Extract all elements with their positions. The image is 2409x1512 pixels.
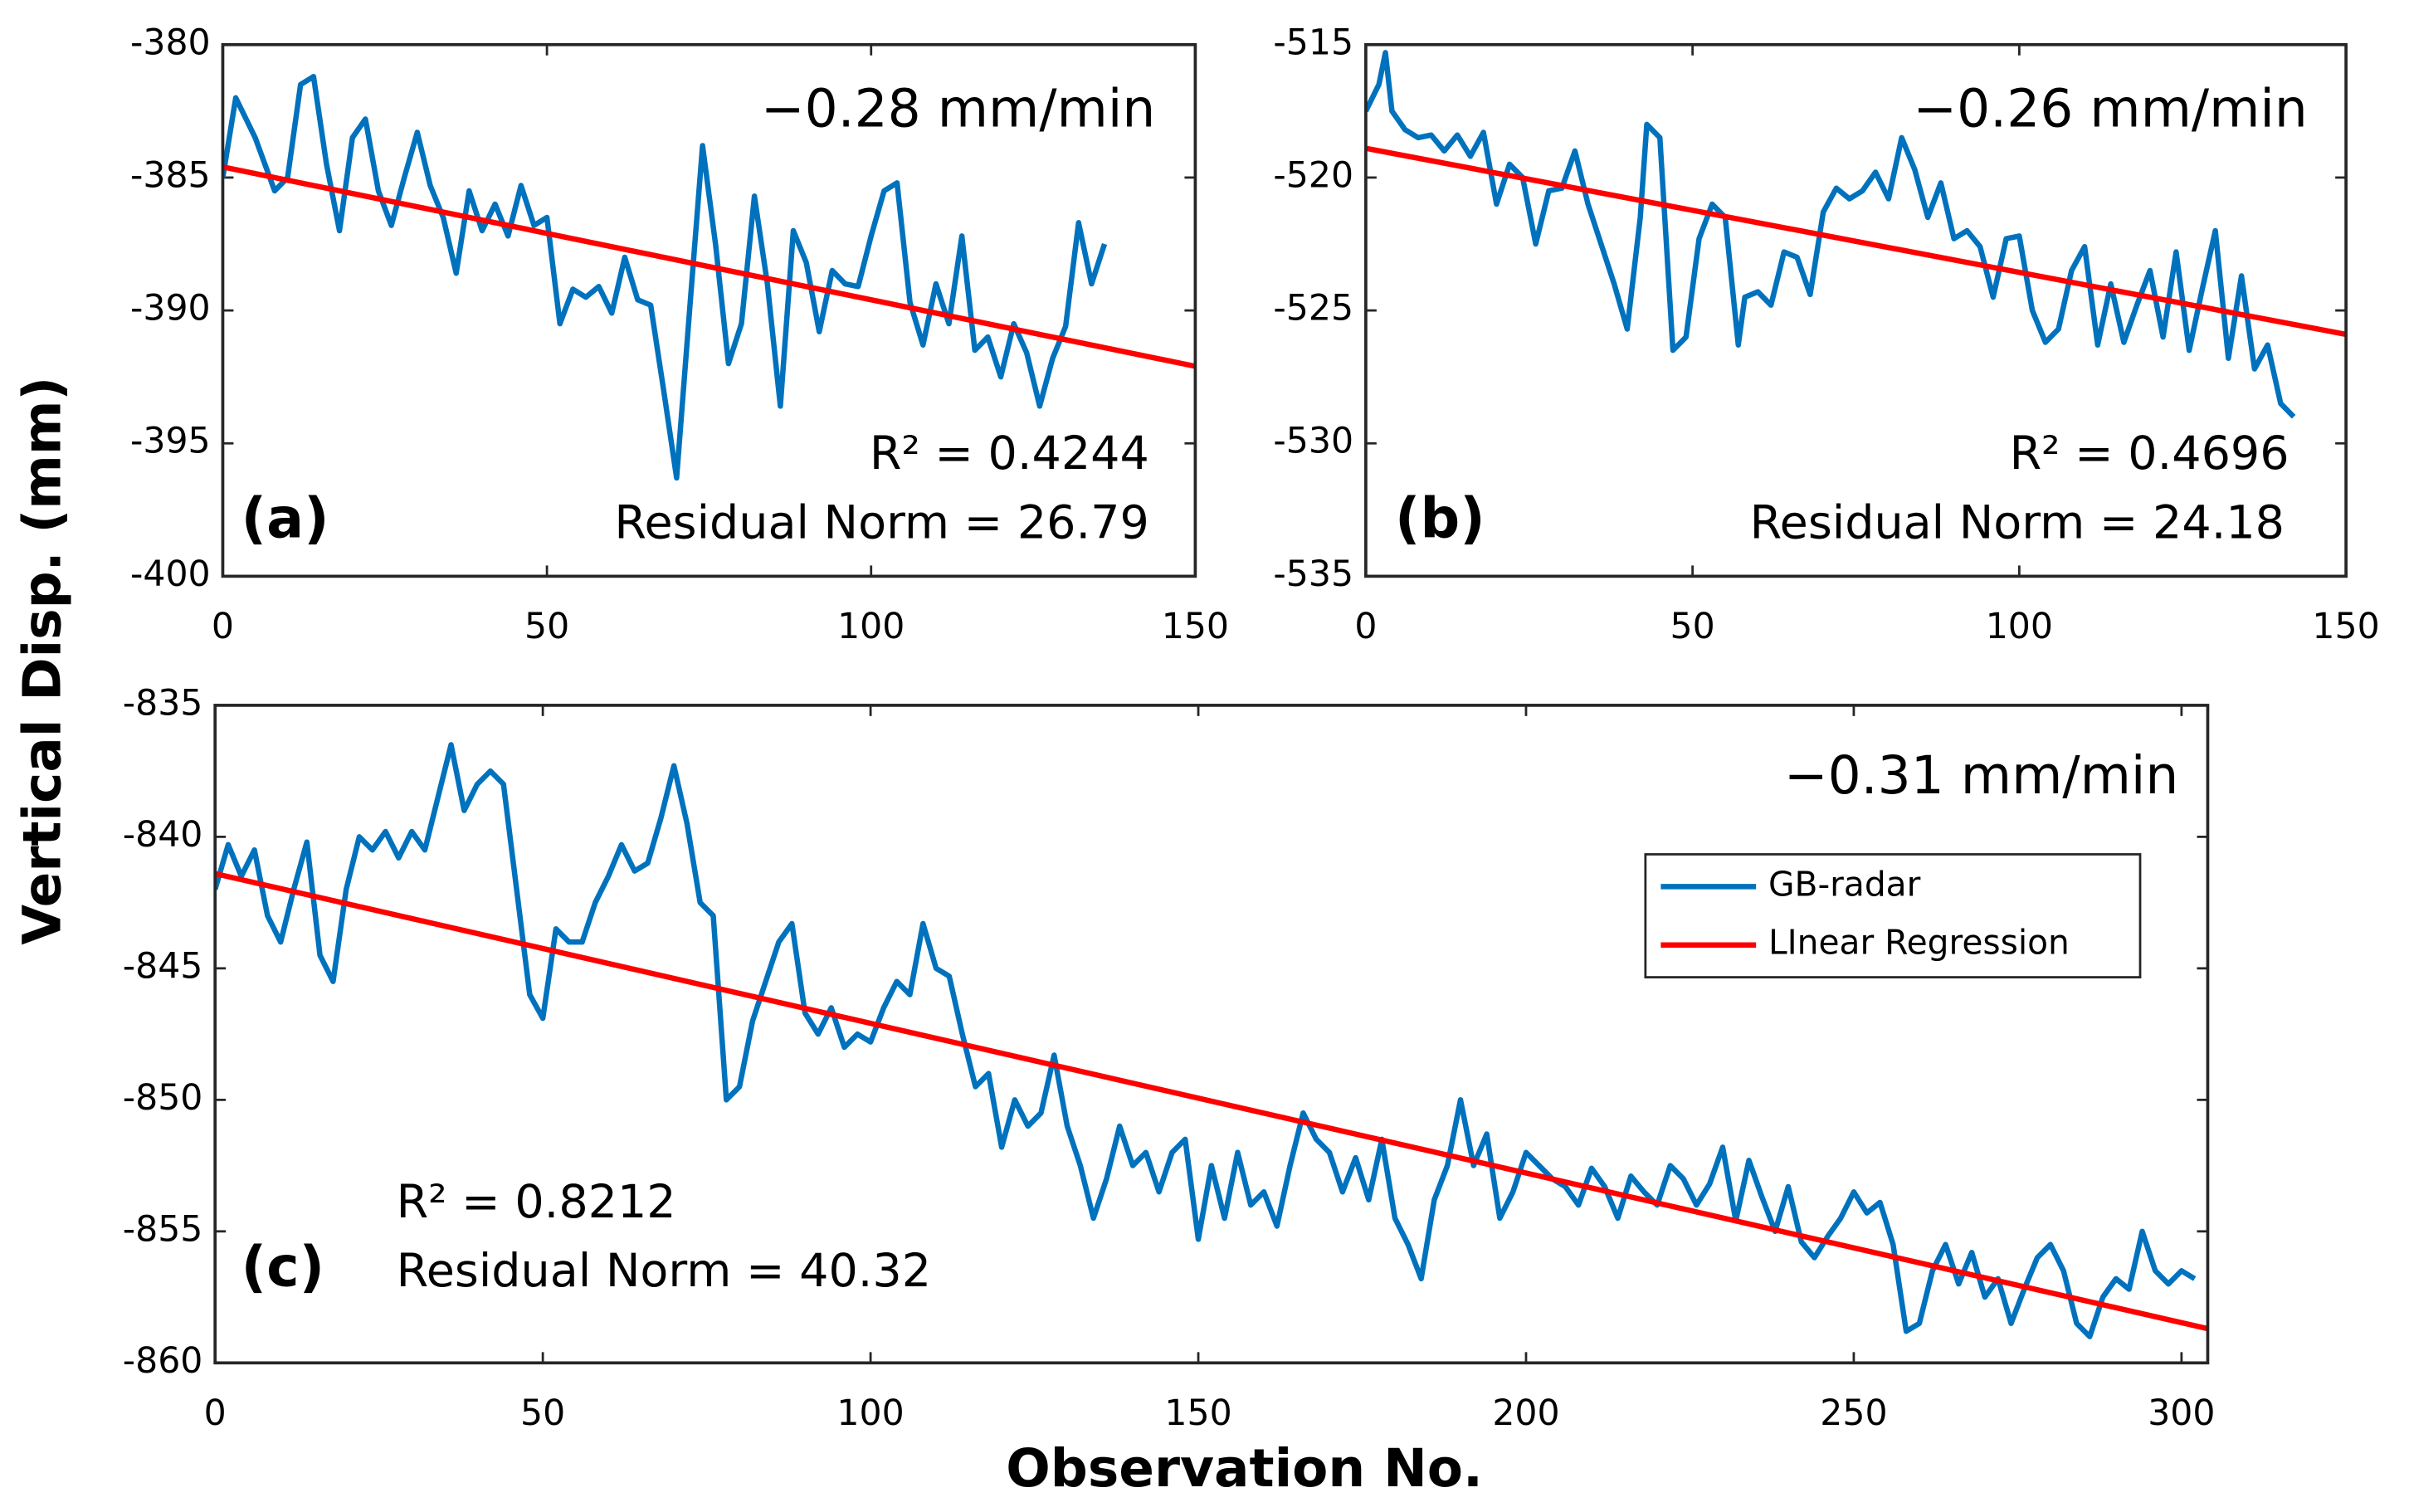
annotation: −0.28 mm/min (761, 78, 1155, 139)
plot-frame (221, 42, 1197, 578)
y-tick-label: -525 (1273, 288, 1353, 329)
x-axis-label: Observation No. (1006, 1438, 1483, 1499)
y-tick-label: -390 (130, 288, 211, 329)
x-tick-label: 50 (524, 606, 569, 647)
x-tick-label: 50 (520, 1393, 565, 1434)
annotation: −0.31 mm/min (1784, 745, 2178, 806)
regression-line (222, 163, 1196, 369)
annotation: R² = 0.4696 (2010, 427, 2290, 480)
regression-line (215, 871, 2208, 1332)
annotation: R² = 0.8212 (397, 1175, 676, 1229)
y-tick-label: -835 (123, 682, 203, 724)
x-tick-label: 100 (1986, 606, 2053, 647)
x-tick-label: 100 (837, 606, 905, 647)
annotation: Residual Norm = 24.18 (1750, 495, 2285, 549)
plot-frame (1364, 42, 2348, 578)
y-tick-label: -845 (123, 945, 203, 987)
x-tick-label: 150 (2312, 606, 2379, 647)
y-tick-label: -400 (130, 554, 211, 595)
x-tick-label: 0 (1354, 606, 1377, 647)
annotation: −0.26 mm/min (1913, 78, 2307, 139)
x-tick-label: 100 (836, 1393, 904, 1434)
annotation: (a) (241, 486, 329, 551)
y-tick-label: -380 (130, 22, 211, 63)
y-tick-label: -385 (130, 154, 211, 196)
x-tick-label: 150 (1162, 606, 1229, 647)
legend-box (1644, 853, 2142, 978)
data-line (1365, 50, 2296, 419)
annotation: Residual Norm = 26.79 (614, 495, 1148, 549)
x-tick-label: 0 (204, 1393, 227, 1434)
y-tick-label: -855 (123, 1208, 203, 1250)
data-line (215, 742, 2197, 1339)
legend-label: GB-radar (1768, 864, 1921, 904)
annotation: (b) (1395, 486, 1485, 551)
x-tick-label: 200 (1492, 1393, 1559, 1434)
y-tick-label: -850 (123, 1077, 203, 1119)
regression-line (1365, 145, 2347, 338)
annotation: R² = 0.4244 (870, 427, 1149, 480)
x-tick-label: 0 (212, 606, 234, 647)
y-axis-label: Vertical Disp. (mm) (12, 377, 73, 945)
x-tick-label: 50 (1670, 606, 1715, 647)
x-tick-label: 300 (2148, 1393, 2215, 1434)
y-tick-label: -530 (1273, 421, 1353, 462)
plot-frame (213, 704, 2210, 1365)
y-tick-label: -860 (123, 1340, 203, 1382)
y-tick-label: -840 (123, 814, 203, 856)
y-tick-label: -520 (1273, 154, 1353, 196)
x-tick-label: 250 (1820, 1393, 1887, 1434)
annotation: Residual Norm = 40.32 (397, 1244, 931, 1298)
y-tick-label: -535 (1273, 554, 1353, 595)
x-tick-label: 150 (1164, 1393, 1231, 1434)
y-tick-label: -395 (130, 421, 211, 462)
y-tick-label: -515 (1273, 22, 1353, 63)
legend-label: LInear Regression (1768, 923, 2070, 963)
annotation: (c) (241, 1234, 324, 1299)
